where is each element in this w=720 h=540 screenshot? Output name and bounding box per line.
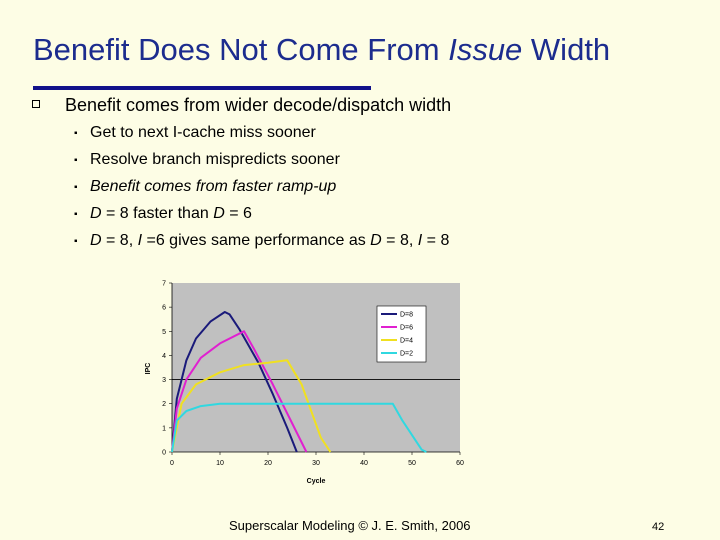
- x-tick-label: 30: [312, 460, 320, 467]
- slide-title: Benefit Does Not Come From Issue Width: [33, 32, 610, 68]
- series-line-D8: [171, 311, 298, 453]
- series-line-D2: [171, 402, 427, 453]
- bullet-dot-icon: ▪: [74, 182, 78, 193]
- x-tick-label: 60: [456, 460, 464, 467]
- y-tick-label: 3: [162, 377, 166, 384]
- y-tick-label: 2: [162, 401, 166, 408]
- legend-label: D=2: [400, 351, 413, 358]
- y-tick-label: 0: [162, 450, 166, 457]
- x-tick-label: 20: [264, 460, 272, 467]
- legend-label: D=8: [400, 312, 413, 319]
- x-tick-label: 50: [408, 460, 416, 467]
- square-bullet-icon: [32, 100, 40, 108]
- series-line-D4: [171, 359, 332, 453]
- legend-label: D=4: [400, 338, 413, 345]
- series-line-D6: [171, 330, 308, 453]
- y-tick-label: 6: [162, 305, 166, 312]
- page-number: 42: [652, 521, 665, 533]
- bullet-dot-icon: ▪: [74, 155, 78, 166]
- title-italic: Issue: [448, 32, 523, 67]
- title-suffix: Width: [522, 32, 611, 67]
- x-tick-label: 0: [170, 460, 174, 467]
- x-tick-label: 10: [216, 460, 224, 467]
- y-axis-label: IPC: [145, 363, 152, 375]
- title-prefix: Benefit Does Not Come From: [33, 32, 449, 67]
- y-tick-label: 7: [162, 281, 166, 288]
- title-underline: [33, 86, 371, 90]
- bullet-dot-icon: ▪: [74, 209, 78, 220]
- y-tick-label: 5: [162, 329, 166, 336]
- bullet-dot-icon: ▪: [74, 128, 78, 139]
- footer-text: Superscalar Modeling © J. E. Smith, 2006: [229, 518, 471, 533]
- legend-label: D=6: [400, 325, 413, 332]
- y-tick-label: 4: [162, 353, 166, 360]
- bullet-dot-icon: ▪: [74, 236, 78, 247]
- x-axis-label: Cycle: [307, 478, 326, 485]
- x-tick-label: 40: [360, 460, 368, 467]
- main-bullet: Benefit comes from wider decode/dispatch…: [65, 95, 452, 115]
- y-tick-label: 1: [162, 425, 166, 432]
